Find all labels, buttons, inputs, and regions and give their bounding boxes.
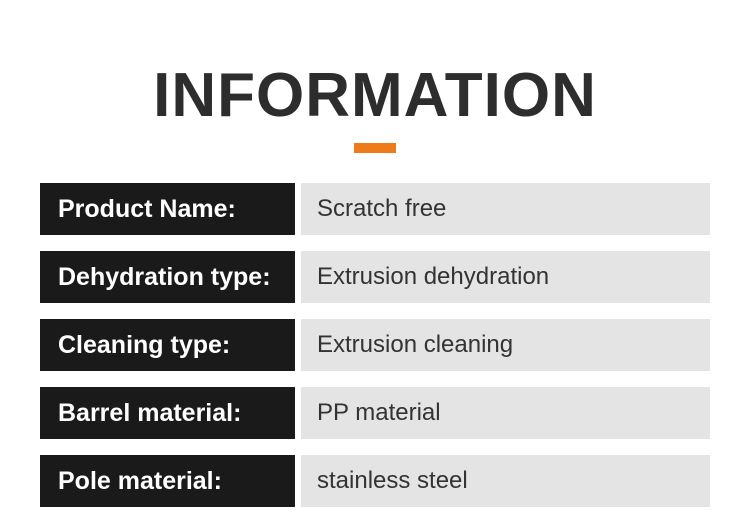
spec-value: Extrusion cleaning [301, 319, 710, 371]
spec-value: Extrusion dehydration [301, 251, 710, 303]
spec-label: Product Name: [40, 183, 295, 235]
spec-value: stainless steel [301, 455, 710, 507]
table-row: Barrel material: PP material [40, 387, 710, 439]
table-row: Dehydration type: Extrusion dehydration [40, 251, 710, 303]
table-row: Pole material: stainless steel [40, 455, 710, 507]
page-title: INFORMATION [0, 60, 750, 131]
table-row: Product Name: Scratch free [40, 183, 710, 235]
accent-bar [354, 143, 396, 153]
spec-label: Barrel material: [40, 387, 295, 439]
spec-value: Scratch free [301, 183, 710, 235]
spec-label: Cleaning type: [40, 319, 295, 371]
info-card: INFORMATION Product Name: Scratch free D… [0, 0, 750, 507]
spec-value: PP material [301, 387, 710, 439]
spec-label: Dehydration type: [40, 251, 295, 303]
spec-table: Product Name: Scratch free Dehydration t… [40, 183, 710, 507]
spec-label: Pole material: [40, 455, 295, 507]
table-row: Cleaning type: Extrusion cleaning [40, 319, 710, 371]
